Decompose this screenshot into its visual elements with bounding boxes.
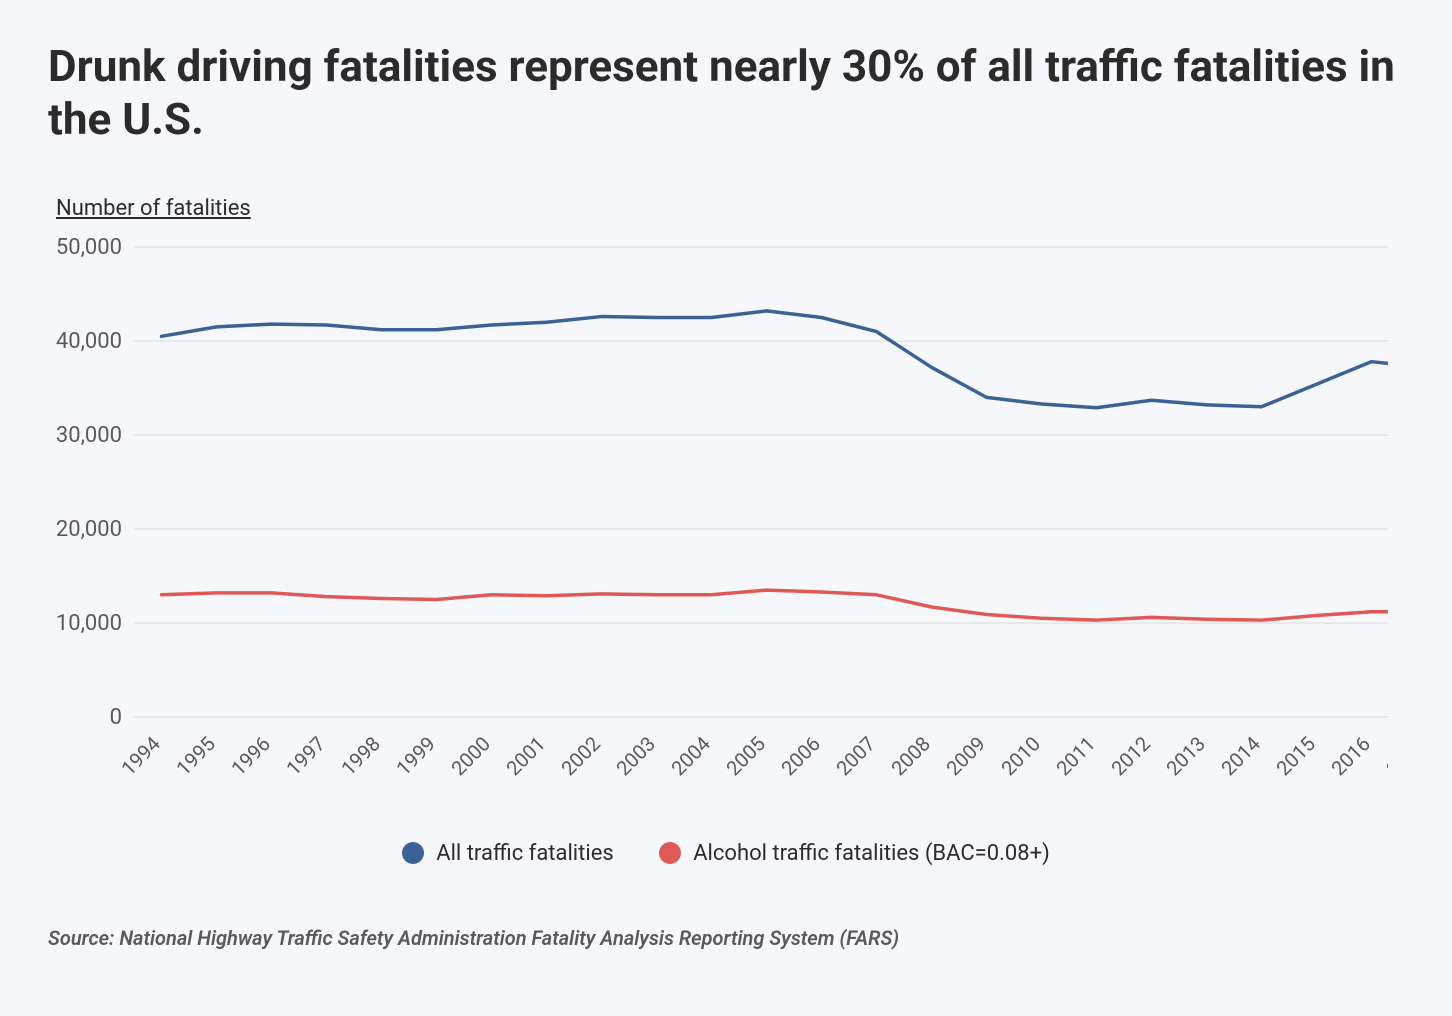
x-tick-label: 2011 [1051,731,1100,780]
x-tick-label: 2005 [721,731,770,780]
legend: All traffic fatalities Alcohol traffic f… [48,841,1404,871]
svg-text:50,000: 50,000 [56,237,122,260]
x-tick-label: 2000 [446,731,495,780]
svg-text:20,000: 20,000 [56,517,122,542]
x-tick-label: 2010 [996,731,1045,780]
source-text: Source: National Highway Traffic Safety … [48,926,1404,950]
legend-swatch [659,842,681,864]
svg-text:30,000: 30,000 [56,423,122,448]
x-tick-label: 2014 [1216,731,1265,780]
x-tick-label: 2006 [776,731,825,780]
legend-item: All traffic fatalities [402,841,614,866]
x-tick-label: 1999 [391,731,440,780]
legend-label: Alcohol traffic fatalities (BAC=0.08+) [693,841,1050,866]
x-tick-label: 2008 [886,731,935,780]
x-tick-label: 1996 [226,731,275,780]
x-tick-label: 2007 [831,731,880,780]
svg-text:10,000: 10,000 [56,611,122,636]
x-tick-label: 2012 [1106,731,1155,780]
x-tick-label: 2004 [666,731,715,780]
x-tick-label: 2013 [1161,731,1210,780]
x-tick-label: 2015 [1271,731,1320,780]
x-tick-label: 1997 [281,731,330,780]
y-axis-title: Number of fatalities [56,196,1404,221]
series-line [162,311,1389,408]
x-tick-label: 1995 [171,731,220,780]
x-tick-label: 2003 [611,731,660,780]
svg-text:0: 0 [110,705,122,730]
legend-label: All traffic fatalities [436,841,614,866]
x-tick-label: 2001 [501,731,550,780]
x-tick-label: 2017 [1381,731,1388,780]
x-tick-label: 2009 [941,731,990,780]
legend-item: Alcohol traffic fatalities (BAC=0.08+) [659,841,1050,866]
line-chart: 010,00020,00030,00040,00050,000199419951… [48,237,1404,821]
chart-title: Drunk driving fatalities represent nearl… [48,40,1404,146]
x-tick-label: 1994 [116,731,165,780]
x-tick-label: 1998 [336,731,385,780]
series-line [162,590,1389,620]
x-tick-label: 2002 [556,731,605,780]
x-tick-label: 2016 [1326,731,1375,780]
legend-swatch [402,842,424,864]
svg-text:40,000: 40,000 [56,329,122,354]
